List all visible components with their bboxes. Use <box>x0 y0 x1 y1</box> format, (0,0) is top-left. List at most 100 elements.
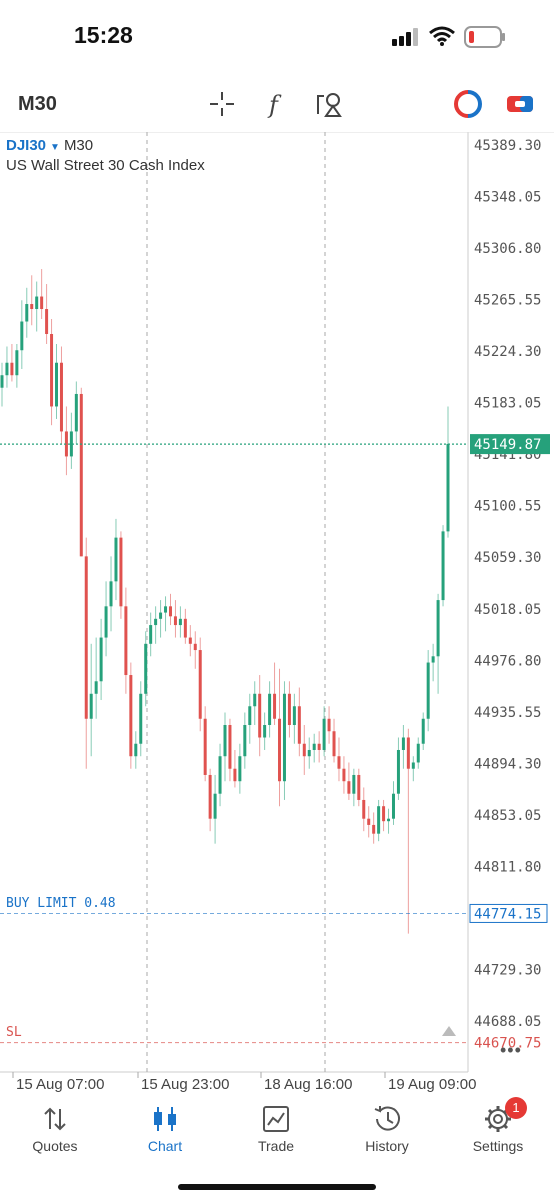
trade-ticket-icon[interactable] <box>504 88 536 120</box>
candle-body <box>213 793 217 819</box>
stop-loss-label[interactable]: SL <box>6 1025 22 1040</box>
candle <box>332 718 336 763</box>
price-tick-label: 45059.30 <box>474 550 541 566</box>
price-tick-label: 45389.30 <box>474 138 541 154</box>
candle <box>342 756 346 794</box>
candle-body <box>387 818 391 822</box>
candle-body <box>431 656 435 663</box>
candle <box>168 593 172 626</box>
candle <box>347 762 351 800</box>
candle-body <box>367 818 371 825</box>
candle-body <box>168 606 172 617</box>
candle-body <box>228 725 232 769</box>
price-tick-label: 44853.05 <box>474 808 541 824</box>
tab-trade[interactable]: Trade <box>221 1095 331 1165</box>
price-tick-label: 45306.80 <box>474 241 541 257</box>
timeframe-button[interactable]: M30 <box>18 93 57 115</box>
candle-body <box>164 606 168 613</box>
candle <box>188 625 192 657</box>
candle <box>178 606 182 638</box>
candle-body <box>84 556 88 719</box>
symbol-name[interactable]: DJI30 <box>6 137 47 154</box>
crosshair-icon[interactable] <box>206 88 238 120</box>
candle <box>40 269 44 320</box>
candle-body <box>263 725 267 738</box>
buy-limit-label[interactable]: BUY LIMIT 0.48 <box>6 896 116 911</box>
candle <box>421 712 425 750</box>
candle-body <box>307 749 311 757</box>
battery-icon <box>464 26 505 48</box>
chart-toolbar: M30 f <box>0 76 554 132</box>
price-tick-label: 44976.80 <box>474 653 541 669</box>
candle-body <box>109 581 113 607</box>
candle-body <box>322 718 326 750</box>
drawing-objects-icon[interactable] <box>314 88 346 120</box>
symbol-dropdown-icon[interactable]: ▼ <box>50 142 60 153</box>
candle-body <box>183 618 187 638</box>
tab-quotes[interactable]: Quotes <box>0 1095 110 1165</box>
candle-body <box>357 774 361 800</box>
tab-settings[interactable]: Settings 1 <box>443 1095 553 1165</box>
quotes-icon <box>44 1107 66 1131</box>
candle-body <box>278 718 282 782</box>
candle <box>292 693 296 744</box>
candle <box>233 749 237 788</box>
chart-icon <box>154 1107 176 1131</box>
tab-chart[interactable]: Chart <box>110 1095 220 1165</box>
candle <box>159 600 163 638</box>
candle-body <box>297 706 301 744</box>
candle <box>322 706 326 757</box>
status-bar: 15:28 <box>0 0 554 76</box>
symbol-description: US Wall Street 30 Cash Index <box>6 157 205 174</box>
candle <box>74 381 78 444</box>
candle <box>367 806 371 838</box>
candle-body <box>55 362 59 407</box>
candle-body <box>5 362 9 376</box>
candle-body <box>352 774 356 794</box>
candle-body <box>124 606 128 676</box>
notification-badge: 1 <box>505 1097 527 1119</box>
bottom-tab-bar: Quotes Chart Trade History <box>0 1095 554 1200</box>
candle-body <box>436 600 440 657</box>
candle <box>129 662 133 769</box>
candle-body <box>129 675 133 757</box>
candle-body <box>302 743 306 757</box>
candle <box>114 518 118 601</box>
candle <box>55 343 59 419</box>
candle <box>213 774 217 844</box>
candle <box>401 725 405 769</box>
svg-text:f: f <box>267 91 282 119</box>
candle <box>302 725 306 775</box>
candle-body <box>188 637 192 644</box>
candle-body <box>159 612 163 619</box>
price-chart[interactable]: 45389.30 45348.05 45306.80 45265.55 45224.30… <box>0 132 554 1092</box>
tab-history[interactable]: History <box>332 1095 442 1165</box>
candle <box>352 768 356 807</box>
scroll-end-icon[interactable] <box>442 1026 456 1036</box>
candlestick-chart[interactable]: 45389.30 45348.05 45306.80 45265.55 45224.30… <box>0 132 554 1092</box>
candle-body <box>69 431 73 457</box>
candle <box>223 712 227 782</box>
candle-body <box>144 643 148 694</box>
candle-body <box>193 643 197 651</box>
candle <box>149 612 153 657</box>
candle-body <box>208 774 212 819</box>
more-options-icon[interactable]: ••• <box>500 1040 522 1060</box>
one-click-trading-icon[interactable] <box>452 88 484 120</box>
buy-limit-price-label: 44774.15 <box>474 906 541 922</box>
candle <box>268 681 272 738</box>
candle <box>441 525 445 607</box>
candle <box>99 618 103 701</box>
candle-body <box>89 693 93 719</box>
candle-body <box>268 693 272 726</box>
symbol-header[interactable]: DJI30 ▼ M30 <box>6 137 93 154</box>
candle-body <box>15 350 19 376</box>
candle-body <box>347 781 351 794</box>
price-tick-label: 44688.05 <box>474 1014 541 1030</box>
candle-body <box>59 362 63 432</box>
function-icon[interactable]: f <box>260 88 292 120</box>
settings-icon <box>485 1106 511 1132</box>
candle <box>218 743 222 807</box>
candle-body <box>446 443 450 532</box>
candle <box>391 781 395 825</box>
